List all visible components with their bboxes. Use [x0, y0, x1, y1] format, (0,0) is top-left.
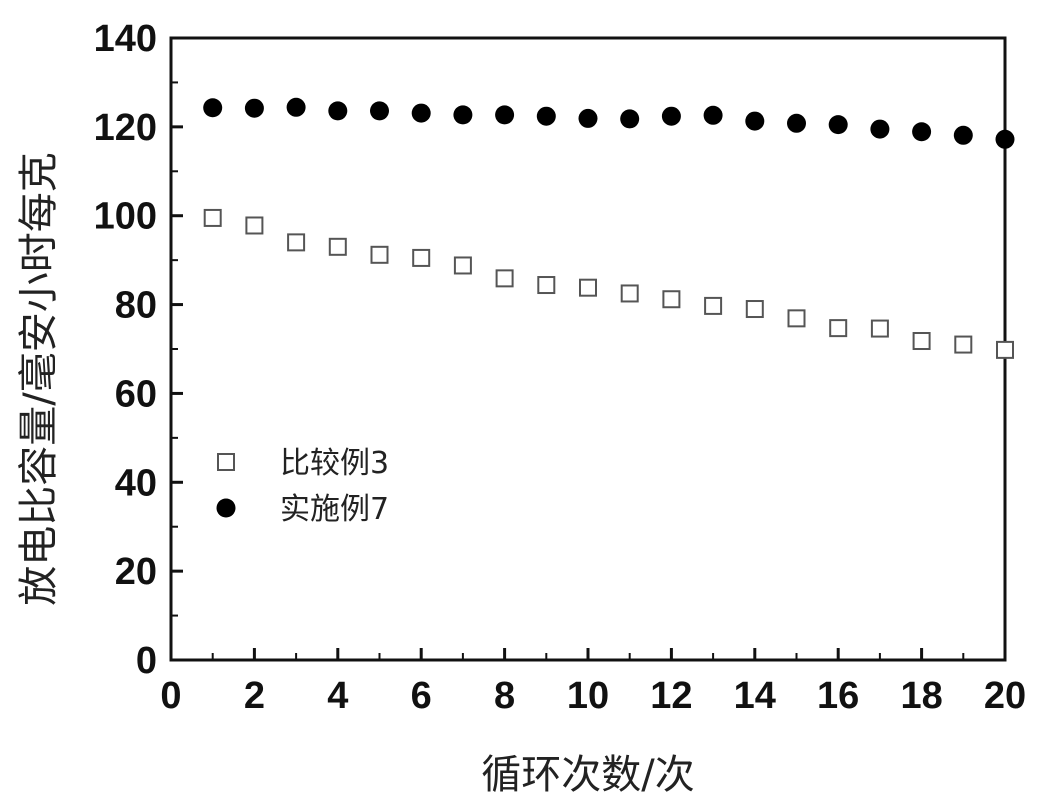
data-point — [620, 284, 639, 303]
y-axis-title: 放电比容量/毫安小时每克 — [16, 152, 62, 605]
data-point — [579, 278, 597, 297]
data-point — [870, 319, 889, 338]
data-point — [662, 290, 681, 309]
x-tick-label: 14 — [734, 675, 776, 717]
data-point — [203, 98, 223, 118]
data-point — [328, 237, 347, 256]
x-axis-title: 循环次数/次 — [481, 752, 694, 798]
x-tick-label: 16 — [817, 675, 859, 717]
y-tick-label: 100 — [94, 196, 157, 238]
data-point — [995, 129, 1015, 149]
data-point — [620, 109, 640, 129]
y-tick-label: 80 — [115, 285, 157, 327]
y-tick-label: 120 — [94, 107, 157, 149]
data-points — [203, 97, 1015, 359]
data-point — [996, 340, 1014, 359]
data-point — [954, 335, 973, 354]
data-point — [578, 108, 598, 128]
x-tick-label: 18 — [900, 675, 942, 717]
data-point — [787, 309, 806, 328]
legend-label: 实施例7 — [280, 492, 389, 527]
x-tick-label: 4 — [327, 675, 348, 717]
y-tick-label: 40 — [115, 462, 157, 504]
data-point — [370, 101, 389, 121]
data-point — [495, 269, 514, 288]
data-point — [244, 98, 264, 118]
data-point — [245, 216, 264, 235]
x-tick-label: 2 — [244, 675, 265, 717]
x-tick-label: 8 — [494, 675, 515, 717]
data-point — [412, 248, 431, 267]
data-point — [953, 125, 973, 145]
data-point — [912, 332, 931, 351]
data-point — [829, 319, 848, 338]
y-tick-label: 0 — [136, 640, 157, 682]
legend: 比较例3 实施例7 — [216, 446, 389, 527]
x-tick-label: 6 — [411, 675, 432, 717]
data-point — [912, 122, 932, 142]
data-point — [828, 115, 848, 135]
data-point — [203, 208, 222, 227]
x-tick-label: 12 — [650, 675, 692, 717]
legend-marker — [216, 498, 236, 518]
data-point — [537, 276, 556, 295]
legend-label: 比较例3 — [280, 446, 389, 481]
data-point — [328, 101, 348, 121]
data-point — [870, 119, 890, 139]
y-tick-label: 60 — [115, 373, 157, 415]
y-tick-label: 140 — [94, 18, 157, 60]
data-point — [495, 105, 515, 125]
data-point — [370, 245, 389, 264]
data-point — [745, 300, 764, 319]
data-point — [453, 256, 472, 275]
x-tick-label: 0 — [160, 675, 181, 717]
y-tick-label: 20 — [115, 551, 157, 593]
data-point — [287, 233, 306, 252]
data-point — [453, 105, 473, 125]
data-point — [286, 97, 306, 117]
data-point — [703, 105, 723, 125]
y-tick-labels: 0 20 40 60 80 100 120 140 — [94, 18, 157, 682]
data-point — [745, 111, 765, 131]
data-point — [536, 106, 556, 126]
x-tick-labels: 0 2 4 6 8 10 12 14 16 18 20 — [160, 675, 1026, 717]
legend-marker — [217, 453, 235, 471]
data-point — [787, 113, 806, 133]
x-tick-label: 10 — [567, 675, 609, 717]
data-point — [411, 103, 431, 123]
axis-ticks — [169, 36, 1007, 662]
data-point — [661, 106, 681, 126]
data-point — [704, 296, 723, 315]
x-tick-label: 20 — [984, 675, 1026, 717]
